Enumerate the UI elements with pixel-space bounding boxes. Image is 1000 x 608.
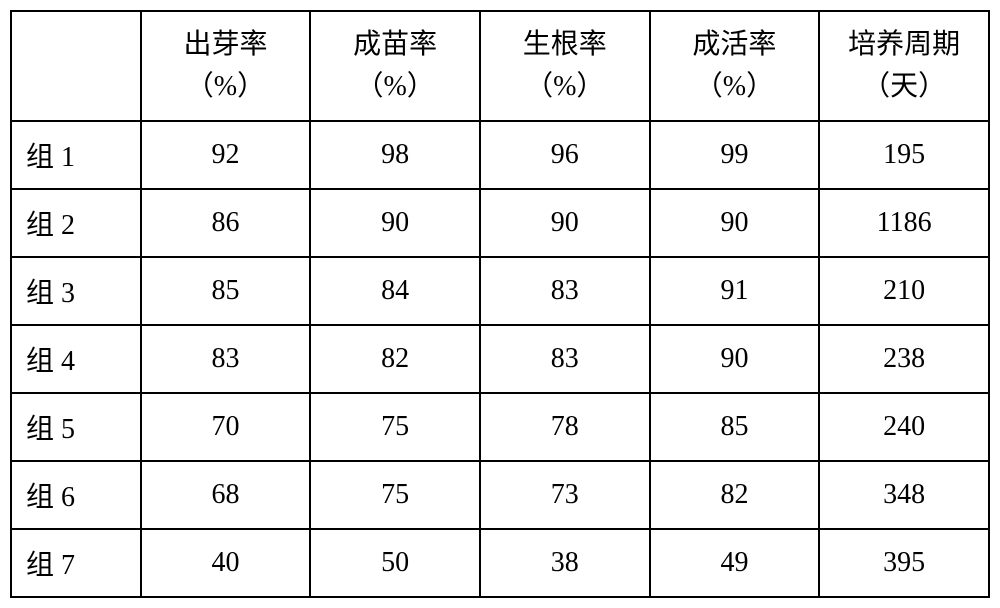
header-col-1-line1: 成苗率 xyxy=(319,24,471,66)
header-col-2: 生根率 （%） xyxy=(480,11,650,121)
cell-4-2: 78 xyxy=(480,393,650,461)
cell-5-0: 68 xyxy=(141,461,311,529)
row-label-0: 组 1 xyxy=(11,121,141,189)
cell-4-1: 75 xyxy=(310,393,480,461)
cell-2-2: 83 xyxy=(480,257,650,325)
cell-6-0: 40 xyxy=(141,529,311,597)
cell-5-1: 75 xyxy=(310,461,480,529)
cell-3-4: 238 xyxy=(819,325,989,393)
header-col-2-line2: （%） xyxy=(489,66,641,108)
header-col-4-line1: 培养周期 xyxy=(828,24,980,66)
header-col-0: 出芽率 （%） xyxy=(141,11,311,121)
row-label-5: 组 6 xyxy=(11,461,141,529)
header-empty-cell xyxy=(11,11,141,121)
header-col-3-line1: 成活率 xyxy=(659,24,811,66)
cell-1-0: 86 xyxy=(141,189,311,257)
table-row: 组 5 70 75 78 85 240 xyxy=(11,393,989,461)
cell-0-0: 92 xyxy=(141,121,311,189)
row-label-3: 组 4 xyxy=(11,325,141,393)
cell-4-4: 240 xyxy=(819,393,989,461)
cell-2-3: 91 xyxy=(650,257,820,325)
cell-5-4: 348 xyxy=(819,461,989,529)
table-row: 组 6 68 75 73 82 348 xyxy=(11,461,989,529)
cell-2-0: 85 xyxy=(141,257,311,325)
cell-1-1: 90 xyxy=(310,189,480,257)
table-row: 组 1 92 98 96 99 195 xyxy=(11,121,989,189)
table-body: 组 1 92 98 96 99 195 组 2 86 90 90 90 1186… xyxy=(11,121,989,597)
row-label-1: 组 2 xyxy=(11,189,141,257)
cell-3-3: 90 xyxy=(650,325,820,393)
cell-3-0: 83 xyxy=(141,325,311,393)
cell-6-2: 38 xyxy=(480,529,650,597)
cell-5-3: 82 xyxy=(650,461,820,529)
cell-4-3: 85 xyxy=(650,393,820,461)
header-col-1-line2: （%） xyxy=(319,66,471,108)
header-col-4-line2: （天） xyxy=(828,66,980,108)
header-col-0-line2: （%） xyxy=(150,66,302,108)
data-table: 出芽率 （%） 成苗率 （%） 生根率 （%） 成活率 （%） 培养周期 （天）… xyxy=(10,10,990,598)
header-col-1: 成苗率 （%） xyxy=(310,11,480,121)
cell-0-4: 195 xyxy=(819,121,989,189)
row-label-6: 组 7 xyxy=(11,529,141,597)
cell-6-3: 49 xyxy=(650,529,820,597)
cell-1-3: 90 xyxy=(650,189,820,257)
header-row: 出芽率 （%） 成苗率 （%） 生根率 （%） 成活率 （%） 培养周期 （天） xyxy=(11,11,989,121)
header-col-3-line2: （%） xyxy=(659,66,811,108)
cell-3-2: 83 xyxy=(480,325,650,393)
table-row: 组 2 86 90 90 90 1186 xyxy=(11,189,989,257)
table-row: 组 4 83 82 83 90 238 xyxy=(11,325,989,393)
cell-6-1: 50 xyxy=(310,529,480,597)
cell-4-0: 70 xyxy=(141,393,311,461)
table-row: 组 7 40 50 38 49 395 xyxy=(11,529,989,597)
header-col-4: 培养周期 （天） xyxy=(819,11,989,121)
cell-0-1: 98 xyxy=(310,121,480,189)
cell-0-3: 99 xyxy=(650,121,820,189)
cell-6-4: 395 xyxy=(819,529,989,597)
header-col-0-line1: 出芽率 xyxy=(150,24,302,66)
cell-1-2: 90 xyxy=(480,189,650,257)
cell-2-1: 84 xyxy=(310,257,480,325)
table-row: 组 3 85 84 83 91 210 xyxy=(11,257,989,325)
header-col-2-line1: 生根率 xyxy=(489,24,641,66)
row-label-4: 组 5 xyxy=(11,393,141,461)
header-col-3: 成活率 （%） xyxy=(650,11,820,121)
cell-2-4: 210 xyxy=(819,257,989,325)
cell-3-1: 82 xyxy=(310,325,480,393)
cell-0-2: 96 xyxy=(480,121,650,189)
row-label-2: 组 3 xyxy=(11,257,141,325)
cell-1-4: 1186 xyxy=(819,189,989,257)
cell-5-2: 73 xyxy=(480,461,650,529)
